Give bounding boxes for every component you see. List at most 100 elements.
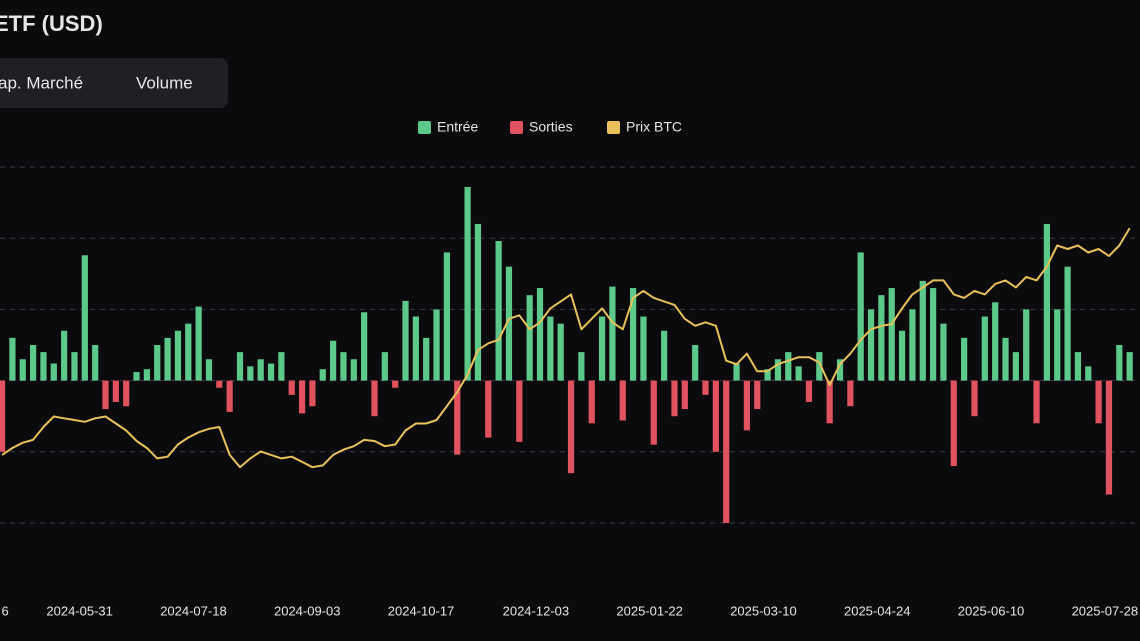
bar [640, 316, 647, 381]
bar [1033, 380, 1040, 424]
bar [154, 345, 161, 381]
bar [919, 280, 926, 381]
bar [50, 363, 57, 381]
bar [350, 359, 357, 381]
toggle-option[interactable]: Volume [136, 73, 193, 92]
bar [61, 330, 68, 381]
bar [371, 380, 378, 417]
bar [857, 252, 864, 381]
bar [1085, 366, 1092, 381]
lines [1, 227, 1131, 469]
x-tick-label: 2025-06-10 [958, 603, 1025, 618]
x-tick-label: 2025-04-24 [844, 603, 911, 618]
bar [940, 323, 947, 381]
bar [816, 352, 823, 381]
bar [888, 288, 895, 381]
bar [185, 323, 192, 381]
bar [278, 352, 285, 381]
legend-label: Entrée [437, 119, 478, 135]
bar [1095, 380, 1102, 424]
bar [361, 312, 368, 381]
bar [733, 363, 740, 381]
bar [505, 266, 513, 381]
bar [536, 288, 544, 381]
x-tick-label: 2024-09-03 [274, 603, 341, 618]
bar [288, 380, 295, 395]
bar [381, 352, 388, 381]
bar [1126, 352, 1133, 381]
bar [992, 302, 999, 381]
toggle-option[interactable]: ap. Marché [0, 73, 83, 92]
bar [164, 337, 171, 381]
price-line [1, 227, 1131, 469]
bar [1054, 309, 1061, 381]
bar [692, 345, 699, 381]
bar [950, 380, 957, 467]
bar [671, 380, 678, 417]
bar [433, 309, 440, 381]
bar [774, 359, 782, 381]
bar [30, 345, 37, 381]
bar [485, 380, 492, 438]
bar [319, 369, 326, 381]
bar [102, 380, 109, 410]
bar [1064, 266, 1071, 381]
bar [681, 380, 688, 410]
bar [609, 286, 616, 381]
bar [826, 380, 833, 424]
x-tick-label: 2025-07-28 [1072, 603, 1139, 618]
legend-label: Prix BTC [626, 119, 682, 135]
bar [567, 380, 575, 474]
bar [1074, 352, 1082, 381]
bar [578, 352, 585, 381]
legend-swatch [607, 121, 620, 134]
bar [723, 380, 730, 523]
legend-swatch [418, 121, 431, 134]
x-tick-label: 2025-03-10 [730, 603, 797, 618]
legend-swatch [510, 121, 523, 134]
x-tick-label: 2024-10-17 [388, 603, 455, 618]
bar [836, 359, 844, 381]
bar [236, 352, 244, 381]
bar [0, 380, 6, 452]
bar [330, 340, 337, 381]
bar [898, 330, 906, 381]
bar [174, 330, 182, 381]
bar [805, 380, 813, 402]
x-tick-label: 6 [2, 603, 9, 618]
bar [247, 366, 254, 381]
bar [340, 352, 347, 381]
bar [226, 380, 233, 412]
bar [133, 372, 140, 381]
x-tick-label: 2024-07-18 [160, 603, 227, 618]
bar [412, 316, 419, 381]
bar [392, 380, 399, 388]
bar [1116, 345, 1123, 381]
bar [474, 223, 482, 381]
bar [588, 380, 595, 424]
bar [909, 309, 916, 381]
bar [981, 316, 988, 381]
bars [0, 186, 1133, 523]
bar [847, 380, 854, 407]
bar [123, 380, 130, 407]
bar [598, 316, 606, 381]
legend: Entrée Sorties Prix BTC [418, 119, 682, 135]
bar [298, 380, 306, 414]
bar [495, 241, 502, 381]
bar [205, 359, 213, 381]
bar [930, 288, 937, 381]
bar [81, 255, 88, 381]
page-title: ETF (USD) [0, 11, 103, 36]
x-tick-label: 2024-05-31 [46, 603, 113, 618]
bar [702, 380, 709, 395]
bar [92, 345, 99, 381]
bar [961, 337, 968, 381]
bar [454, 380, 461, 455]
bar [743, 380, 750, 431]
x-tick-label: 2024-12-03 [503, 603, 570, 618]
bar [1023, 309, 1030, 381]
bar [971, 380, 978, 417]
